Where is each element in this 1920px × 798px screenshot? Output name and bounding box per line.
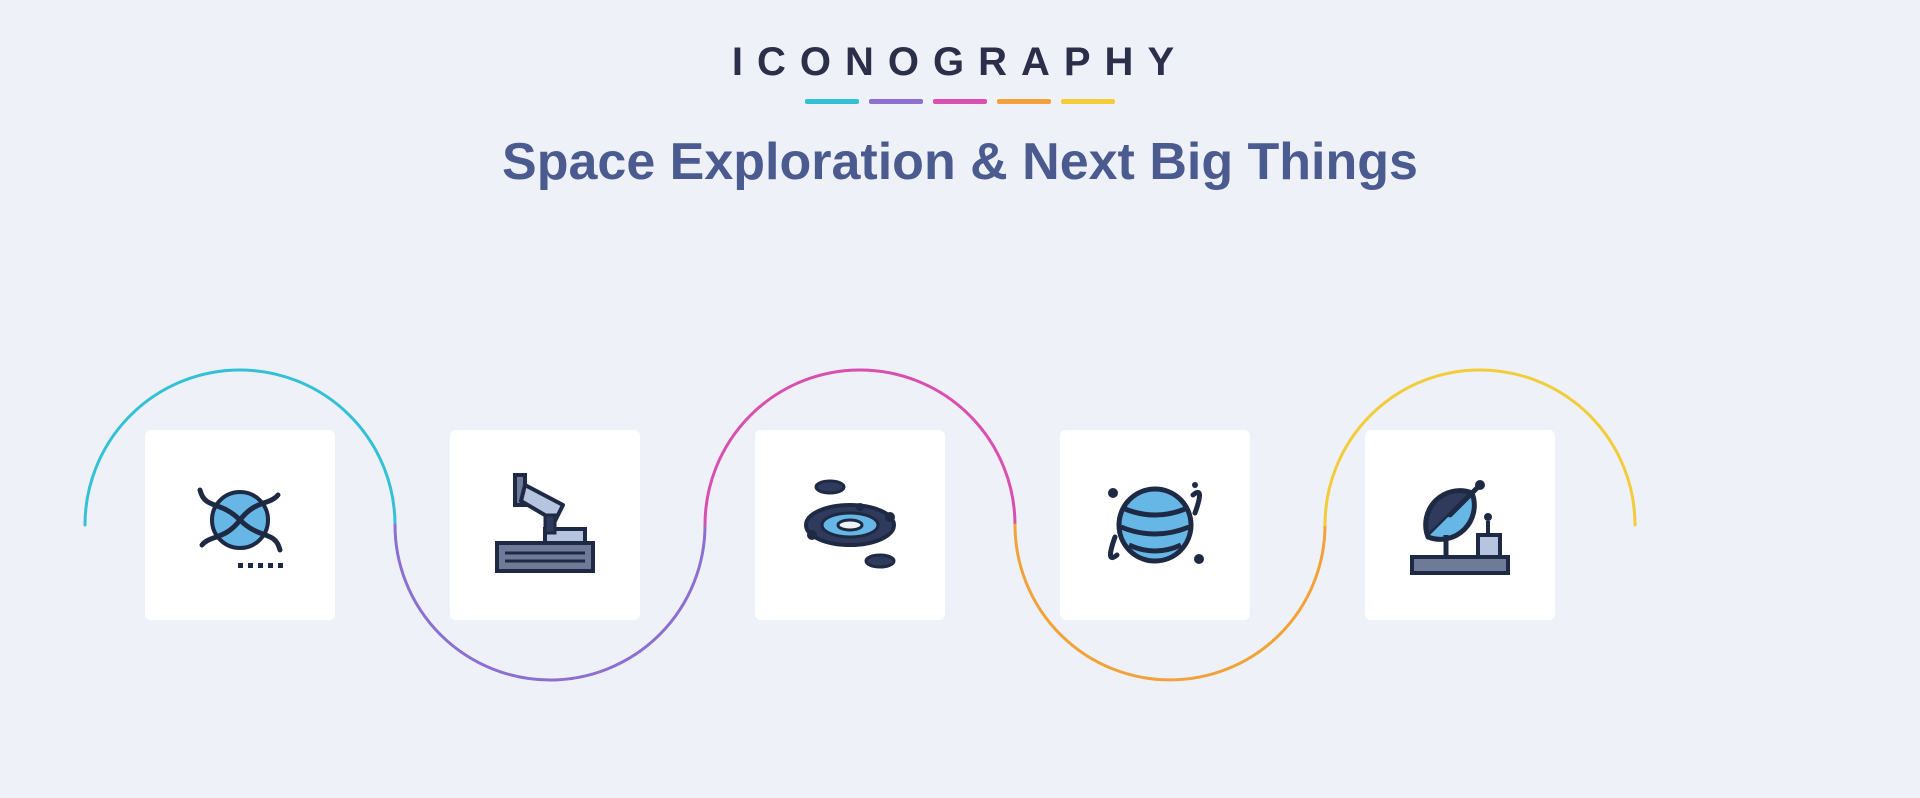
stripe-5 (1061, 99, 1115, 104)
header: ICONOGRAPHY Space Exploration & Next Big… (0, 40, 1920, 192)
galaxy-swirl-icon (180, 465, 300, 585)
icon-card-4 (1060, 430, 1250, 620)
stripe-2 (869, 99, 923, 104)
stripe-4 (997, 99, 1051, 104)
icon-card-1 (145, 430, 335, 620)
icon-card-5 (1365, 430, 1555, 620)
solar-system-icon (790, 465, 910, 585)
brand-title: ICONOGRAPHY (0, 40, 1920, 85)
satellite-dish-icon (1400, 465, 1520, 585)
planet-icon (1095, 465, 1215, 585)
icon-card-3 (755, 430, 945, 620)
infographic-stage: ICONOGRAPHY Space Exploration & Next Big… (0, 0, 1920, 798)
brand-stripes (0, 99, 1920, 104)
subtitle: Space Exploration & Next Big Things (0, 132, 1920, 192)
stripe-3 (933, 99, 987, 104)
icon-card-2 (450, 430, 640, 620)
fabrication-machine-icon (485, 465, 605, 585)
stripe-1 (805, 99, 859, 104)
